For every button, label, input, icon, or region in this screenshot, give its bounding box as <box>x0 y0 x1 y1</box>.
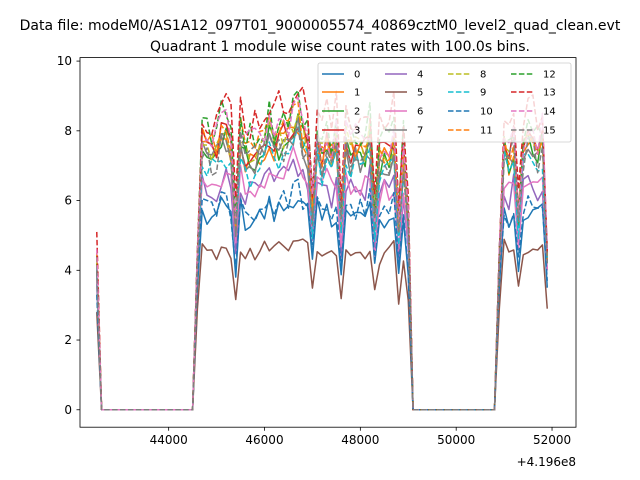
x-tick-label: 50000 <box>437 433 475 447</box>
chart-suptitle: Data file: modeM0/AS1A12_097T01_90000055… <box>20 18 621 34</box>
y-tick-label: 8 <box>64 124 72 138</box>
series-layer <box>96 86 548 411</box>
legend-label-15: 15 <box>543 126 556 137</box>
plot-frame <box>79 57 577 428</box>
legend-frame <box>317 62 572 143</box>
y-axis: 0 2 4 6 8 10 <box>57 54 80 417</box>
legend-label-3: 3 <box>354 126 360 137</box>
legend-label-9: 9 <box>480 88 486 99</box>
y-tick-label: 10 <box>57 54 72 68</box>
legend-label-7: 7 <box>417 126 423 137</box>
series-line-15 <box>96 126 548 411</box>
legend-label-8: 8 <box>480 70 486 81</box>
x-tick-label: 52000 <box>533 433 571 447</box>
chart-title: Quadrant 1 module wise count rates with … <box>150 39 530 55</box>
legend-label-1: 1 <box>354 88 360 99</box>
x-tick-label: 44000 <box>150 433 188 447</box>
legend-label-13: 13 <box>543 88 556 99</box>
legend-label-10: 10 <box>480 107 493 118</box>
legend-label-5: 5 <box>417 88 423 99</box>
legend-label-2: 2 <box>354 107 360 118</box>
y-tick-label: 4 <box>64 263 72 277</box>
legend-label-0: 0 <box>354 70 360 81</box>
legend-label-6: 6 <box>417 107 423 118</box>
legend-label-14: 14 <box>543 107 556 118</box>
x-tick-label: 46000 <box>245 433 283 447</box>
legend-label-11: 11 <box>480 126 493 137</box>
legend-label-4: 4 <box>417 70 423 81</box>
y-tick-label: 0 <box>64 403 72 417</box>
y-tick-label: 6 <box>64 194 72 208</box>
x-offset-label: +4.196e8 <box>517 455 576 469</box>
x-axis: 44000 46000 48000 50000 52000 <box>150 427 571 447</box>
x-tick-label: 48000 <box>341 433 379 447</box>
y-tick-label: 2 <box>64 333 72 347</box>
legend-label-12: 12 <box>543 70 556 81</box>
